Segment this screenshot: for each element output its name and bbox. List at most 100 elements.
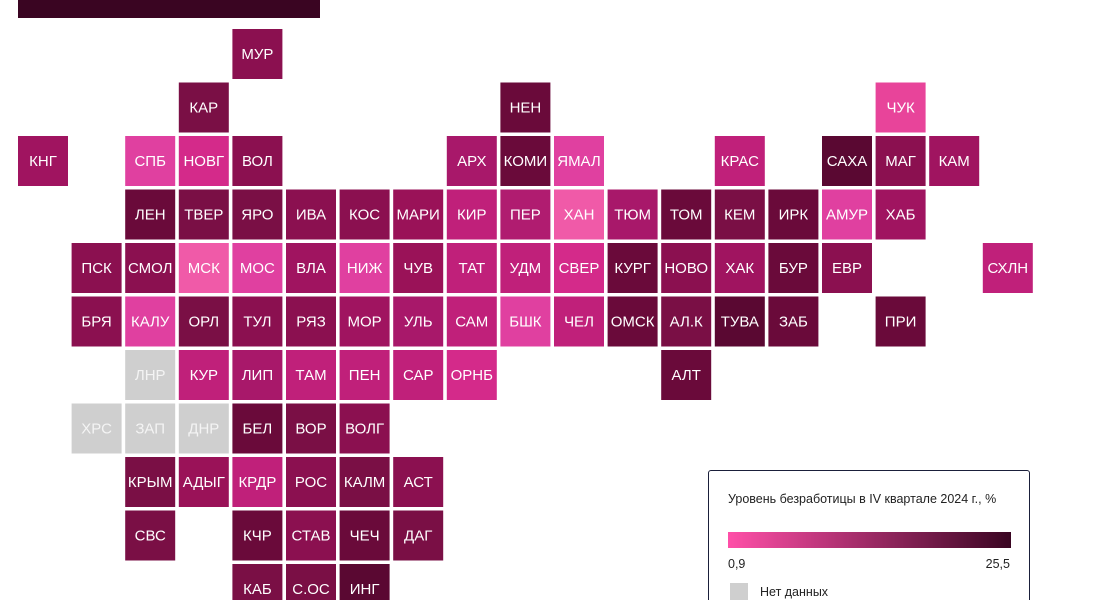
- region-label: МАГ: [885, 153, 916, 170]
- region-label: ДНР: [188, 420, 219, 437]
- region-tile: [714, 243, 765, 293]
- region-label: АЛТ: [672, 367, 701, 384]
- legend-title: Уровень безработицы в IV квартале 2024 г…: [728, 492, 997, 506]
- region-tile: [178, 243, 229, 293]
- region-tile: [554, 243, 604, 293]
- region-label: ЧЕЛ: [564, 313, 594, 330]
- region-label: КРАС: [721, 153, 759, 170]
- region-tile: [286, 403, 336, 454]
- region-tile: [393, 189, 444, 240]
- region-tile: [339, 457, 390, 507]
- region-tile: [339, 350, 390, 400]
- region-label: БРЯ: [81, 313, 111, 330]
- region-label: СВС: [135, 527, 166, 544]
- region-label: ТУВА: [721, 313, 759, 330]
- region-label: РОС: [295, 474, 327, 491]
- region-tile: [232, 350, 283, 400]
- region-tile: [446, 136, 497, 186]
- region-label: ВОЛ: [242, 153, 273, 170]
- region-label: ТОМ: [670, 206, 703, 223]
- region-label: МОС: [240, 260, 275, 277]
- region-tile: [125, 296, 176, 347]
- region-tile: [929, 136, 980, 186]
- region-tile: [286, 243, 336, 293]
- region-tile: [125, 457, 176, 507]
- region-tile: [714, 189, 765, 240]
- region-tile: [446, 189, 497, 240]
- region-label: ХАБ: [886, 206, 916, 223]
- region-label: ЛЕН: [135, 206, 166, 223]
- legend-max: 25,5: [985, 557, 1010, 571]
- region-label: ТЮМ: [614, 206, 651, 223]
- region-tile: [286, 296, 336, 347]
- region-label: КАБ: [243, 581, 272, 598]
- no-data-label: Нет данных: [760, 585, 829, 599]
- region-tile: [446, 350, 497, 400]
- region-tile: [768, 243, 819, 293]
- region-label: КЕМ: [724, 206, 755, 223]
- region-tile: [768, 189, 819, 240]
- region-label: ЛИП: [242, 367, 273, 384]
- region-label: БЕЛ: [243, 420, 273, 437]
- region-label: СТАВ: [291, 527, 330, 544]
- region-label: САХА: [827, 153, 868, 170]
- region-label: САР: [403, 367, 434, 384]
- region-tile: [875, 189, 926, 240]
- region-tile: [339, 564, 390, 600]
- region-tile: [875, 296, 926, 347]
- region-label: ПЕР: [510, 206, 541, 223]
- region-tile: [232, 243, 283, 293]
- legend-min: 0,9: [728, 557, 746, 571]
- region-label: ТАМ: [295, 367, 326, 384]
- region-label: ИВА: [296, 206, 326, 223]
- region-tile: [178, 189, 229, 240]
- region-tile: [768, 296, 819, 347]
- region-label: ВОР: [295, 420, 326, 437]
- region-tile: [661, 350, 712, 400]
- region-label: СХЛН: [987, 260, 1028, 277]
- region-tile: [714, 136, 765, 186]
- region-tile: [607, 296, 658, 347]
- region-tile: [500, 243, 551, 293]
- region-label: ТУЛ: [243, 313, 271, 330]
- region-label: ЧУВ: [403, 260, 433, 277]
- region-label: КУР: [190, 367, 218, 384]
- region-label: ТВЕР: [184, 206, 223, 223]
- no-data-swatch: [730, 583, 748, 600]
- region-tile: [714, 296, 765, 347]
- region-tile: [178, 136, 229, 186]
- region-label: НИЖ: [347, 260, 383, 277]
- region-tile: [982, 243, 1033, 293]
- region-tile: [393, 243, 444, 293]
- region-label: САМ: [455, 313, 488, 330]
- region-tile: [500, 189, 551, 240]
- region-tile: [178, 403, 229, 454]
- region-tile: [286, 350, 336, 400]
- region-tile: [822, 243, 872, 293]
- region-label: СМОЛ: [128, 260, 173, 277]
- region-tile: [554, 136, 604, 186]
- region-label: СВЕР: [559, 260, 600, 277]
- region-tile: [232, 564, 283, 600]
- region-tile: [339, 296, 390, 347]
- region-label: ЕВР: [832, 260, 862, 277]
- region-tile: [339, 243, 390, 293]
- region-label: ВОЛГ: [345, 420, 384, 437]
- region-label: УЛЬ: [404, 313, 433, 330]
- region-tile: [875, 82, 926, 133]
- region-tile: [232, 296, 283, 347]
- region-tile: [339, 189, 390, 240]
- region-label: БУР: [779, 260, 808, 277]
- region-label: МСК: [188, 260, 220, 277]
- region-tile: [393, 350, 444, 400]
- region-label: АЛ.К: [670, 313, 703, 330]
- region-label: ОРЛ: [188, 313, 219, 330]
- region-tile: [500, 82, 551, 133]
- region-tile: [125, 243, 176, 293]
- region-label: КРДР: [238, 474, 276, 491]
- region-tile: [232, 510, 283, 561]
- region-tile: [71, 296, 122, 347]
- region-tile: [661, 296, 712, 347]
- region-label: КУРГ: [614, 260, 651, 277]
